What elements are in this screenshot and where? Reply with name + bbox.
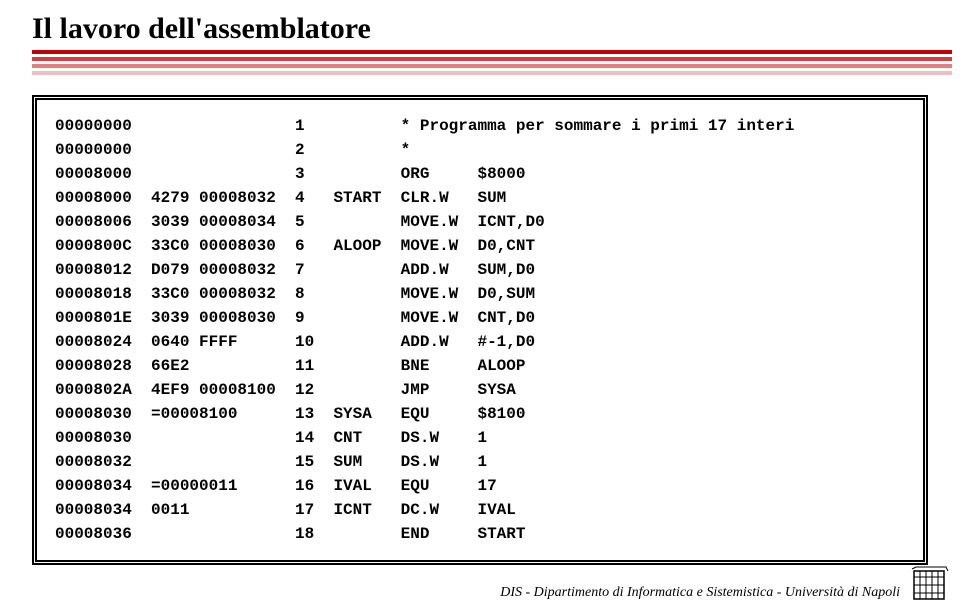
slide-title: Il lavoro dell'assemblatore [0,0,960,50]
stripe [32,57,952,61]
stripe [32,71,952,75]
footer-text: DIS - Dipartimento di Informatica e Sist… [500,585,900,601]
title-stripes [0,50,960,75]
university-logo-icon [910,565,950,605]
stripe [32,50,952,54]
stripe [32,64,952,68]
assembly-listing: 00000000 1 * Programma per sommare i pri… [32,95,928,565]
